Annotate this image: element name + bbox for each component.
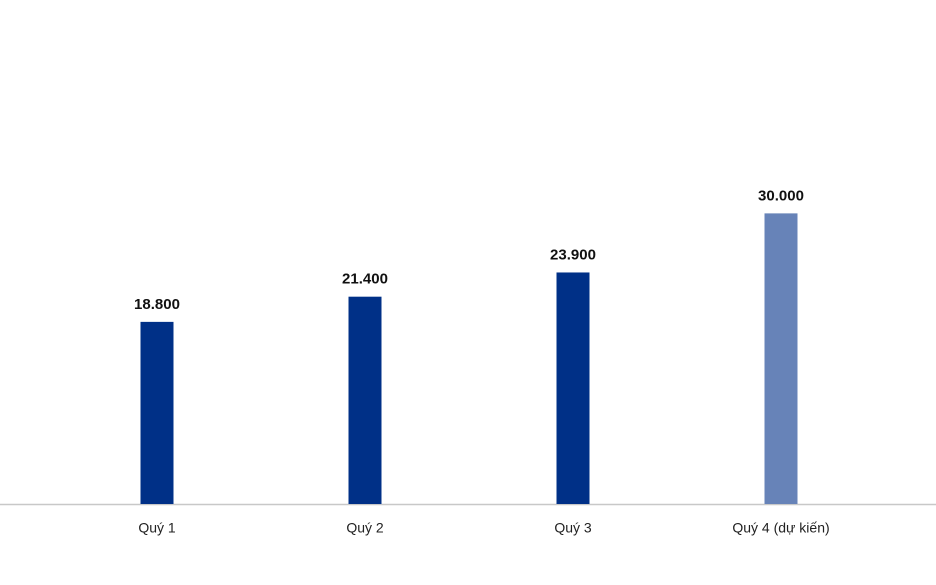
value-label: 18.800 bbox=[134, 296, 180, 313]
value-label: 21.400 bbox=[342, 271, 388, 288]
value-label: 30.000 bbox=[758, 187, 804, 204]
x-tick-label: Quý 1 bbox=[138, 520, 176, 536]
x-tick-label: Quý 2 bbox=[346, 520, 384, 536]
bar bbox=[556, 272, 590, 504]
x-tick-label: Quý 4 (dự kiến) bbox=[732, 520, 829, 536]
bar bbox=[348, 296, 382, 504]
value-label: 23.900 bbox=[550, 246, 596, 263]
x-tick-label: Quý 3 bbox=[554, 520, 592, 536]
bar bbox=[764, 213, 798, 504]
bar bbox=[140, 321, 174, 504]
